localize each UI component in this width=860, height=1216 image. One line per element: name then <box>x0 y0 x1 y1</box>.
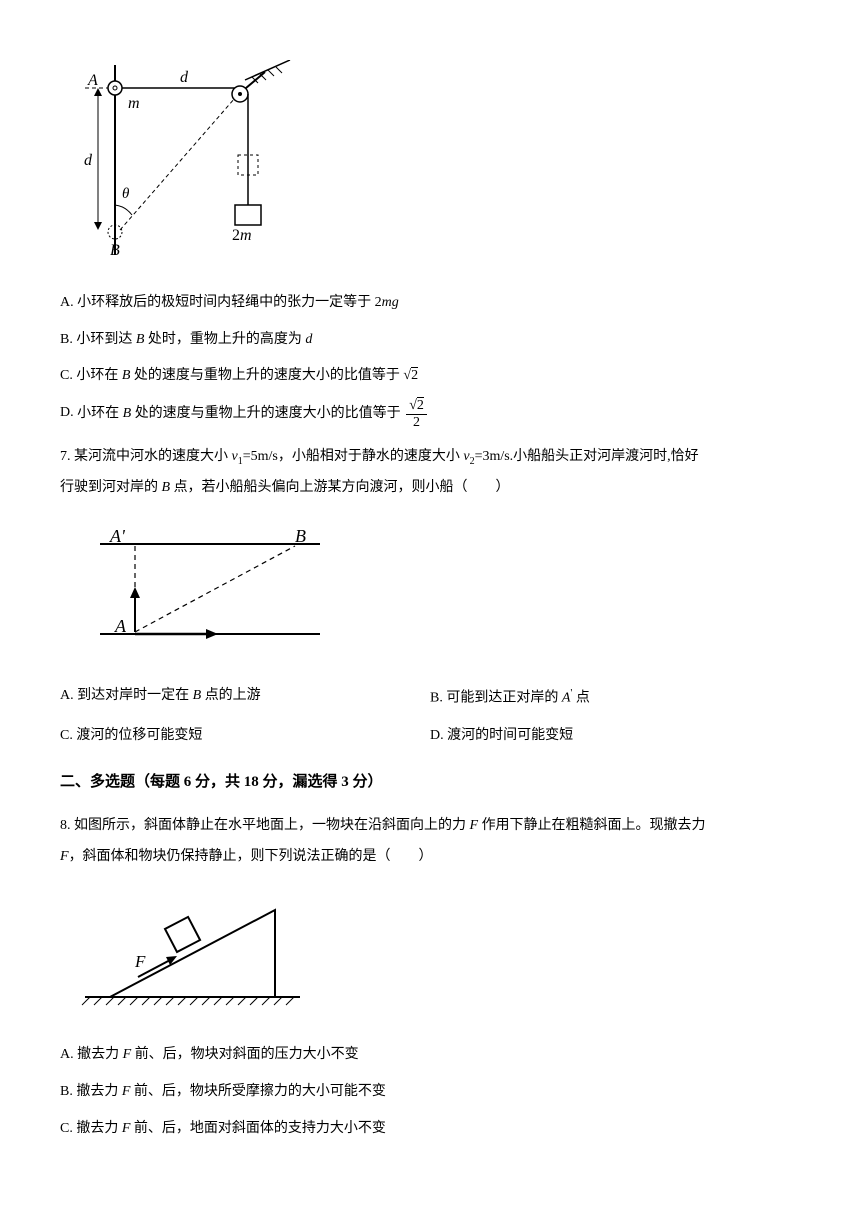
q7-num: 7. <box>60 449 71 464</box>
opt-text: 小环释放后的极短时间内轻绳中的张力一定等于 2mg <box>77 288 399 319</box>
q7-option-A: A. 到达对岸时一定在 B 点的上游 <box>60 681 430 714</box>
q7-text: 某河流中河水的速度大小 v1=5m/s，小船相对于静水的速度大小 v2=3m/s… <box>74 449 699 464</box>
q8-text: 如图所示，斜面体静止在水平地面上，一物块在沿斜面向上的力 F 作用下静止在粗糙斜… <box>74 818 706 833</box>
opt-text: 小环到达 B 处时，重物上升的高度为 d <box>76 325 312 356</box>
q6-option-A: A. 小环释放后的极短时间内轻绳中的张力一定等于 2mg <box>60 288 800 319</box>
opt-label: B. <box>60 325 73 356</box>
label-d-left: d <box>84 152 93 169</box>
q7-figure: A' B A <box>80 524 800 667</box>
q8-option-C: C. 撤去力 F 前、后，地面对斜面体的支持力大小不变 <box>60 1114 800 1145</box>
label-m: m <box>128 95 140 112</box>
q6-option-D: D. 小环在 B 处的速度与重物上升的速度大小的比值等于 √22 <box>60 398 800 430</box>
label-A: A <box>114 616 127 636</box>
opt-text: 撤去力 F 前、后，地面对斜面体的支持力大小不变 <box>76 1114 386 1145</box>
q7-option-B: B. 可能到达正对岸的 A' 点 <box>430 681 800 714</box>
label-theta: θ <box>122 186 130 202</box>
section-2-header: 二、多选题（每题 6 分，共 18 分，漏选得 3 分） <box>60 766 800 799</box>
q6-option-B: B. 小环到达 B 处时，重物上升的高度为 d <box>60 325 800 356</box>
opt-text: 小环在 B 处的速度与重物上升的速度大小的比值等于 √22 <box>77 398 429 430</box>
label-d-top: d <box>180 69 189 86</box>
opt-text: 小环在 B 处的速度与重物上升的速度大小的比值等于 √2 <box>76 361 418 392</box>
opt-label: A. <box>60 288 74 319</box>
label-B: B <box>110 242 120 259</box>
opt-label: D. <box>60 398 74 430</box>
q6-option-C: C. 小环在 B 处的速度与重物上升的速度大小的比值等于 √2 <box>60 361 800 392</box>
q8-option-A: A. 撤去力 F 前、后，物块对斜面的压力大小不变 <box>60 1040 800 1071</box>
label-Aprime: A' <box>109 526 126 546</box>
q8-option-B: B. 撤去力 F 前、后，物块所受摩擦力的大小可能不变 <box>60 1077 800 1108</box>
opt-label: B. <box>60 1077 73 1108</box>
label-F: F <box>134 952 146 971</box>
q8-text2: F，斜面体和物块仍保持静止，则下列说法正确的是（ ） <box>60 849 433 864</box>
label-A: A <box>87 72 98 89</box>
q8-num: 8. <box>60 818 71 833</box>
q7-option-C: C. 渡河的位移可能变短 <box>60 721 430 752</box>
q7-text2: 行驶到河对岸的 B 点，若小船船头偏向上游某方向渡河，则小船（ ） <box>60 480 510 495</box>
label-B: B <box>295 526 306 546</box>
q7-options-row2: C. 渡河的位移可能变短 D. 渡河的时间可能变短 <box>60 721 800 752</box>
q7-options-row1: A. 到达对岸时一定在 B 点的上游 B. 可能到达正对岸的 A' 点 <box>60 681 800 714</box>
opt-label: C. <box>60 1114 73 1145</box>
opt-text: 撤去力 F 前、后，物块对斜面的压力大小不变 <box>77 1040 359 1071</box>
opt-label: C. <box>60 361 73 392</box>
q7-option-D: D. 渡河的时间可能变短 <box>430 721 800 752</box>
q6-figure: A m d d θ B 2m <box>80 60 800 273</box>
label-2m: 2m <box>232 227 252 244</box>
opt-label: A. <box>60 1040 74 1071</box>
q7: 7. 某河流中河水的速度大小 v1=5m/s，小船相对于静水的速度大小 v2=3… <box>60 442 800 504</box>
q8-figure: F <box>80 892 800 1025</box>
opt-text: 撤去力 F 前、后，物块所受摩擦力的大小可能不变 <box>76 1077 386 1108</box>
q8: 8. 如图所示，斜面体静止在水平地面上，一物块在沿斜面向上的力 F 作用下静止在… <box>60 811 800 873</box>
